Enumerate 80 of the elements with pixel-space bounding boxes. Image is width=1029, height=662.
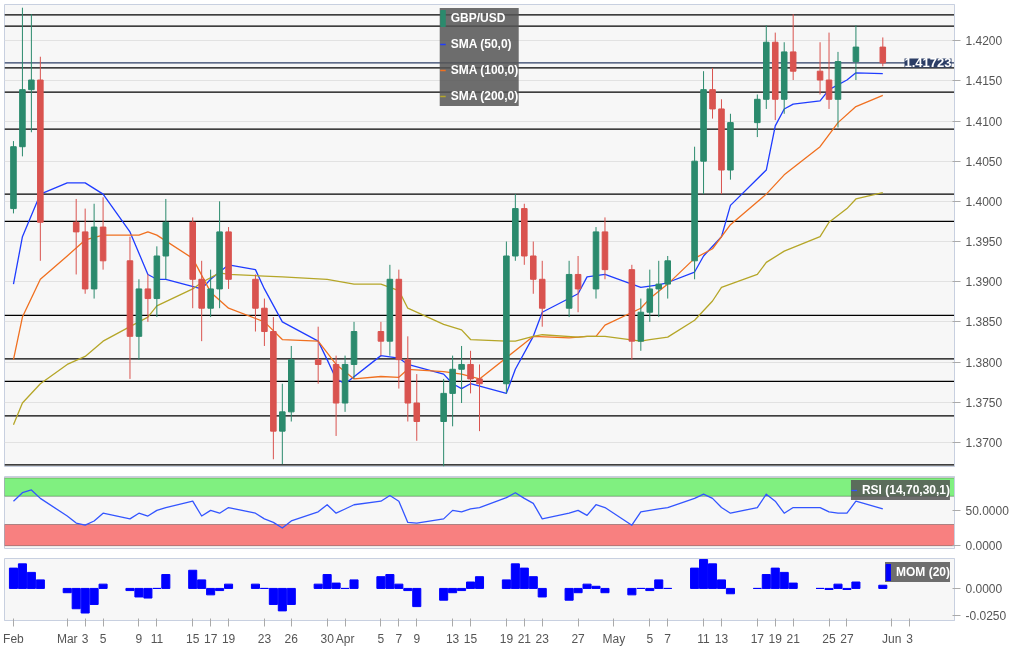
legend-label: GBP/USD [450, 11, 506, 25]
x-tick-label: 25 [822, 631, 837, 646]
x-tick-label: 19 [221, 631, 236, 646]
y-tick-label: 1.4100 [965, 114, 1003, 129]
x-tick-label: Mar [56, 631, 78, 646]
y-tick-label: 1.4150 [965, 74, 1003, 89]
y-tick-label: 1.3700 [965, 435, 1003, 450]
candlestick [664, 255, 671, 300]
legend-label: SMA (100,0) [450, 63, 519, 77]
candlestick [467, 350, 474, 394]
x-tick-label: 3 [81, 631, 89, 646]
x-tick-label: 26 [284, 631, 299, 646]
x-tick-label: 15 [463, 631, 478, 646]
candlestick [825, 32, 833, 110]
legend-label: SMA (50,0) [450, 37, 512, 51]
candlestick [261, 298, 268, 347]
x-tick-label: 5 [377, 631, 385, 646]
candlestick [574, 255, 582, 313]
x-tick-label: 3 [906, 631, 914, 646]
candlestick [279, 383, 286, 465]
x-tick-label: 21 [517, 631, 532, 646]
candlestick [709, 67, 716, 120]
candlestick [72, 198, 80, 275]
bar [878, 584, 888, 589]
y-tick-label: 0.0000 [965, 539, 1003, 554]
x-tick-label: 27 [840, 631, 854, 646]
candlestick [852, 24, 860, 81]
x-tick-label: 23 [535, 631, 550, 646]
candlestick [789, 13, 797, 81]
x-tick-label: 9 [413, 631, 421, 646]
x-tick-label: 11 [150, 631, 164, 646]
y-tick-label: 1.3900 [965, 275, 1003, 290]
candlestick [413, 373, 421, 442]
x-tick-label: 30 [320, 631, 335, 646]
candlestick [816, 41, 824, 95]
x-tick-label: 23 [257, 631, 272, 646]
y-tick-label: 0.0000 [965, 581, 1003, 596]
candlestick [377, 321, 385, 357]
legend-label: SMA (200,0) [450, 89, 519, 103]
candlestick [646, 269, 654, 323]
x-tick-label: Jun [882, 631, 902, 646]
y-tick-label: 1.4050 [965, 154, 1003, 169]
x-tick-label: 11 [697, 631, 711, 646]
x-tick-label: 13 [445, 631, 460, 646]
y-tick-label: 1.4000 [965, 194, 1003, 209]
x-tick-label: 5 [99, 631, 107, 646]
x-tick-label: 7 [395, 631, 403, 646]
candlestick [458, 345, 465, 404]
candlestick [530, 241, 537, 295]
x-tick-label: 21 [786, 631, 801, 646]
y-tick-label: -0.0250 [965, 608, 1007, 623]
x-tick-label: 19 [499, 631, 514, 646]
x-tick-label: Feb [3, 631, 25, 646]
y-tick-label: 50.0000 [965, 503, 1010, 518]
x-tick-label: May [602, 631, 626, 646]
y-tick-label: 1.3850 [965, 315, 1003, 330]
candlestick [314, 326, 322, 385]
y-tick-label: 1.3750 [965, 395, 1003, 410]
x-tick-label: Apr [335, 631, 355, 646]
ref-line-label: 1.41723 [904, 55, 952, 71]
x-tick-label: 5 [646, 631, 654, 646]
legend-label: MOM (20) [896, 565, 950, 579]
x-tick-label: 17 [750, 631, 765, 646]
legend-label: RSI (14,70,30,1) [861, 483, 950, 497]
x-tick-label: 9 [135, 631, 143, 646]
x-tick-label: 7 [664, 631, 672, 646]
x-tick-label: 27 [571, 631, 586, 646]
candlestick [754, 93, 761, 138]
y-tick-label: 1.4200 [965, 34, 1003, 49]
candlestick [144, 273, 152, 323]
candlestick [655, 260, 663, 318]
candlestick [207, 269, 214, 318]
y-tick-label: 1.3950 [965, 235, 1003, 250]
candlestick [879, 36, 887, 67]
x-tick-label: 15 [186, 631, 200, 646]
candlestick [476, 363, 483, 432]
x-tick-label: 13 [714, 631, 729, 646]
y-tick-label: 1.3800 [965, 355, 1003, 370]
x-tick-label: 19 [768, 631, 783, 646]
x-tick-label: 17 [203, 631, 218, 646]
